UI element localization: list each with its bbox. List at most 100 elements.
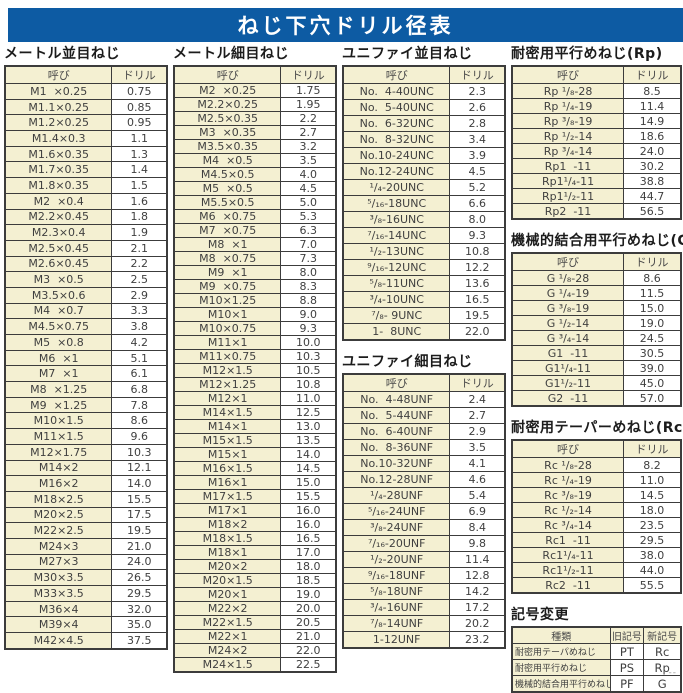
table-row: M2.5×0.35 2.2 bbox=[173, 111, 337, 126]
table-row: M10×0.75 9.3 bbox=[173, 321, 337, 336]
table-row: M5 ×0.5 4.5 bbox=[173, 181, 337, 196]
value-cell: 22.0 bbox=[280, 643, 337, 658]
value-cell: 21.0 bbox=[280, 629, 337, 644]
table-row: No. 8-32UNC 3.4 bbox=[342, 131, 506, 148]
name-cell: ¹/₄-20UNC bbox=[342, 179, 451, 196]
page-mark: -- bbox=[668, 668, 677, 678]
value-cell: 3.5 bbox=[280, 153, 337, 168]
value-cell: 4.1 bbox=[449, 455, 506, 472]
name-cell: M10×1.5 bbox=[4, 412, 113, 430]
table-row: M2.5×0.45 2.1 bbox=[4, 239, 168, 257]
value-cell: 2.5 bbox=[111, 271, 168, 288]
value-cell: 13.5 bbox=[280, 433, 337, 448]
name-cell: No. 5-40UNC bbox=[342, 99, 451, 116]
value-cell: 5.4 bbox=[449, 487, 506, 504]
name-cell: M3 ×0.35 bbox=[173, 125, 282, 140]
name-cell: M22×1 bbox=[173, 629, 282, 644]
table-row: G2 -11 57.0 bbox=[511, 390, 682, 407]
table-row: Rp ³/₈-19 14.9 bbox=[511, 113, 682, 129]
name-cell: ³/₄-16UNF bbox=[342, 599, 451, 616]
name-cell: M1.8×0.35 bbox=[4, 177, 113, 194]
table-row: Rc ³/₈-19 14.5 bbox=[511, 487, 682, 503]
name-cell: M24×3 bbox=[4, 537, 113, 555]
name-cell: M8 ×1 bbox=[173, 237, 282, 252]
table-row: M16×2 14.0 bbox=[4, 475, 168, 492]
table-row: M18×2.5 15.5 bbox=[4, 490, 168, 508]
name-cell: ⁷/₈- 9UNC bbox=[342, 307, 451, 324]
value-cell: 0.95 bbox=[111, 114, 168, 132]
value-cell: 16.0 bbox=[280, 517, 337, 532]
name-cell: 機械的結合用平行めねじ bbox=[511, 675, 611, 693]
table-row: ¹/₂-13UNC 10.8 bbox=[342, 243, 506, 260]
value-cell: 30.2 bbox=[623, 158, 682, 174]
name-cell: M10×1.25 bbox=[173, 293, 282, 308]
value-cell: 4.5 bbox=[280, 181, 337, 196]
name-cell: No. 5-44UNF bbox=[342, 407, 451, 424]
name-cell: M7 ×1 bbox=[4, 365, 113, 383]
name-cell: M3.5×0.35 bbox=[173, 139, 282, 154]
value-cell: 16.5 bbox=[280, 531, 337, 546]
name-cell: Rp ¹/₄-19 bbox=[511, 98, 625, 114]
table-row: Rc1 -11 29.5 bbox=[511, 532, 682, 548]
table-row: ⁷/₁₆-20UNF 9.8 bbox=[342, 535, 506, 552]
value-cell: 1.1 bbox=[111, 130, 168, 147]
column-pipe-threads: 耐密用平行めねじ(Rp) 呼び ドリル Rp ¹/₈-28 8.5 Rp ¹/₄-1… bbox=[511, 44, 683, 693]
page: ねじ下穴ドリル径表 メートル並目ねじ 呼び ドリル M1 ×0.25 0.75 M1… bbox=[0, 8, 683, 693]
header-row: 呼び ドリル bbox=[511, 439, 682, 458]
table-row: M11×0.75 10.3 bbox=[173, 349, 337, 364]
name-cell: G ¹/₂-14 bbox=[511, 315, 625, 331]
table-row: Rc ¹/₂-14 18.0 bbox=[511, 502, 682, 518]
name-cell: M33×3.5 bbox=[4, 585, 113, 602]
table-row: M8 ×1 7.0 bbox=[173, 237, 337, 252]
table-row: Rc1¹/₄-11 38.0 bbox=[511, 547, 682, 563]
value-cell: 7.3 bbox=[280, 251, 337, 266]
table-row: M6 ×0.75 5.3 bbox=[173, 209, 337, 224]
name-cell: Rp ¹/₂-14 bbox=[511, 128, 625, 144]
table-row: M17×1.5 15.5 bbox=[173, 489, 337, 504]
value-cell: 5.3 bbox=[280, 209, 337, 224]
column-header-name: 呼び bbox=[511, 65, 625, 84]
name-cell: M22×1.5 bbox=[173, 615, 282, 630]
table-row: ⁷/₈- 9UNC 19.5 bbox=[342, 307, 506, 324]
name-cell: Rp1 -11 bbox=[511, 158, 625, 174]
table-row: M1.2×0.25 0.95 bbox=[4, 114, 168, 132]
value-cell: 19.0 bbox=[280, 587, 337, 602]
table-row: M2.2×0.25 1.95 bbox=[173, 97, 337, 112]
table-row: Rp ¹/₈-28 8.5 bbox=[511, 83, 682, 99]
table-row: 耐密用平行めねじ PS Rp bbox=[511, 659, 682, 676]
name-cell: M10×0.75 bbox=[173, 321, 282, 336]
table-row: M22×2.5 19.5 bbox=[4, 522, 168, 539]
value-cell: 8.0 bbox=[280, 265, 337, 280]
name-cell: M20×2 bbox=[173, 559, 282, 574]
table-row: G ¹/₄-19 11.5 bbox=[511, 285, 682, 301]
name-cell: No. 8-36UNF bbox=[342, 439, 451, 456]
table-row: M10×1.5 8.6 bbox=[4, 412, 168, 430]
table-row: M27×3 24.0 bbox=[4, 553, 168, 571]
table-row: M20×1 19.0 bbox=[173, 587, 337, 602]
table-row: ⁷/₁₆-14UNC 9.3 bbox=[342, 227, 506, 244]
name-cell: No. 6-32UNC bbox=[342, 115, 451, 132]
table-row: M16×1 15.0 bbox=[173, 475, 337, 490]
name-cell: M1.7×0.35 bbox=[4, 161, 113, 179]
value-cell: 2.6 bbox=[449, 99, 506, 116]
name-cell: M17×1.5 bbox=[173, 489, 282, 504]
value-cell: 10.3 bbox=[111, 443, 168, 461]
name-cell: M1.4×0.3 bbox=[4, 130, 113, 147]
value-cell: 4.6 bbox=[449, 471, 506, 488]
value-cell: 10.3 bbox=[280, 349, 337, 364]
table-row: M1.1×0.25 0.85 bbox=[4, 98, 168, 116]
value-cell: 8.3 bbox=[280, 279, 337, 294]
value-cell: 1.8 bbox=[111, 208, 168, 226]
unified-fine-title: ユニファイ細目ねじ bbox=[342, 354, 473, 370]
value-cell: 15.5 bbox=[111, 490, 168, 508]
name-cell: M2.2×0.25 bbox=[173, 97, 282, 112]
name-cell: No. 4-40UNC bbox=[342, 83, 451, 100]
table-row: M12×1 11.0 bbox=[173, 391, 337, 406]
value-cell: 9.8 bbox=[449, 535, 506, 552]
name-cell: No.12-28UNF bbox=[342, 471, 451, 488]
table-row: M24×1.5 22.5 bbox=[173, 657, 337, 673]
table-row: M18×1.5 16.5 bbox=[173, 531, 337, 546]
table-row: M3 ×0.35 2.7 bbox=[173, 125, 337, 140]
name-cell: No.10-32UNF bbox=[342, 455, 451, 472]
table-row: M39×4 35.0 bbox=[4, 616, 168, 634]
